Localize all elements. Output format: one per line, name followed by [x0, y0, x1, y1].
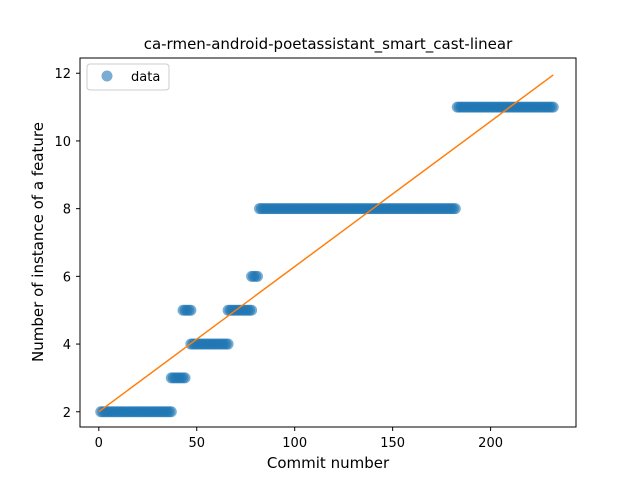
fit-line: [98, 74, 554, 413]
y-tick-label: 12: [54, 67, 71, 82]
data-point: [179, 372, 191, 384]
y-axis: 2 4 6 8 10 12: [54, 67, 80, 421]
x-tick-label: 0: [95, 436, 103, 451]
x-tick-label: 100: [282, 436, 307, 451]
data-point: [449, 203, 461, 215]
data-point: [222, 338, 234, 350]
data-points: [95, 101, 559, 418]
y-tick-label: 2: [63, 406, 71, 421]
legend-marker-data: [101, 70, 113, 82]
fit-line-layer: [98, 74, 554, 413]
x-tick-label: 50: [188, 436, 205, 451]
x-axis: 0 50 100 150 200: [95, 427, 503, 451]
data-point: [547, 101, 559, 113]
data-point: [185, 304, 197, 316]
data-point: [165, 406, 177, 418]
data-point: [246, 304, 258, 316]
legend-box: [86, 63, 170, 91]
plot-frame: [79, 57, 577, 428]
y-tick-label: 8: [63, 203, 71, 218]
x-axis-label: Commit number: [267, 454, 390, 472]
x-tick-label: 200: [478, 436, 503, 451]
legend: data: [86, 63, 170, 91]
chart-title: ca-rmen-android-poetassistant_smart_cast…: [144, 35, 513, 54]
y-tick-label: 4: [63, 338, 71, 353]
y-tick-label: 10: [54, 135, 71, 150]
y-tick-label: 6: [63, 270, 71, 285]
legend-label-data: data: [131, 70, 160, 85]
x-tick-label: 150: [380, 436, 405, 451]
data-point: [251, 270, 263, 282]
y-axis-label: Number of instance of a feature: [29, 122, 47, 362]
